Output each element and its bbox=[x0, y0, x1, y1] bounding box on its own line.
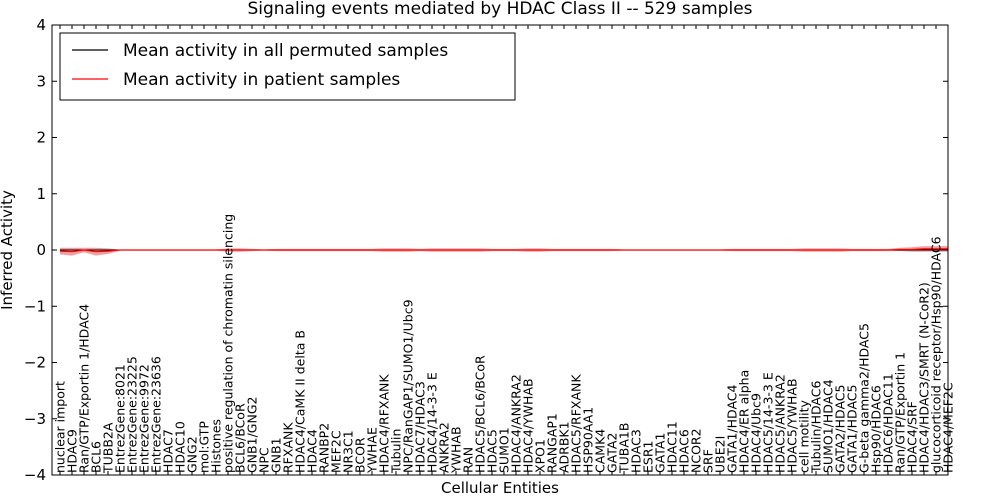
x-tick-label: SUMO1/HDAC4 bbox=[821, 379, 836, 473]
x-tick-label: HDAC11 bbox=[665, 421, 680, 473]
x-tick-label: G-beta gamma2/HDAC5 bbox=[857, 323, 872, 473]
x-tick-label: HDAC3 bbox=[629, 429, 644, 473]
x-tick-label: HDAC5/BCL6/BCoR bbox=[473, 355, 488, 473]
x-tick-label: TUBA1B bbox=[617, 423, 632, 474]
x-axis-label: Cellular Entities bbox=[441, 479, 559, 497]
y-tick-label: 2 bbox=[36, 129, 46, 147]
x-tick-label: NPC bbox=[257, 447, 272, 473]
patient-spread-band bbox=[60, 246, 948, 256]
chart-title: Signaling events mediated by HDAC Class … bbox=[247, 0, 752, 19]
y-tick-label: −1 bbox=[24, 297, 46, 315]
legend-entry: Mean activity in patient samples bbox=[123, 70, 400, 90]
x-tick-label: HDAC4 bbox=[305, 429, 320, 473]
legend-box bbox=[59, 32, 516, 101]
x-tick-label: positive regulation of chromatin silenci… bbox=[221, 214, 236, 473]
x-tick-label: HDAC7/HDAC3 bbox=[413, 381, 428, 473]
x-tick-label: NPC/RanGAP1/SUMO1/Ubc9 bbox=[401, 299, 416, 473]
x-tick-label: YWHAE bbox=[365, 427, 380, 474]
x-tick-label: Tubulin bbox=[389, 429, 404, 474]
x-tick-label: RANGAP1 bbox=[545, 413, 560, 473]
x-tick-label: Ran/GTP/Exportin 1/HDAC4 bbox=[77, 304, 92, 473]
x-tick-label: HDAC4/MEF2C bbox=[941, 382, 956, 473]
x-tick-label: MEF2C bbox=[329, 430, 344, 473]
x-tick-label: CAMK4 bbox=[593, 429, 608, 473]
x-tick-label: mol:GTP bbox=[197, 421, 212, 473]
x-tick-label: HDAC5/YWHAB bbox=[785, 378, 800, 473]
x-tick-label: Histones bbox=[209, 419, 224, 473]
x-tick-label: BCL6 bbox=[89, 441, 104, 473]
x-tick-label: NR3C1 bbox=[341, 430, 356, 473]
x-tick-label: GATA1 bbox=[653, 433, 668, 473]
x-tick-label: GATA1/HDAC4 bbox=[725, 384, 740, 473]
x-tick-label: Tubulin/HDAC6 bbox=[809, 381, 824, 474]
x-tick-label: RFXANK bbox=[281, 422, 296, 473]
x-tick-label: SRF bbox=[701, 449, 716, 473]
x-tick-label: EntrezGene:9972 bbox=[137, 364, 152, 473]
y-tick-label: −4 bbox=[24, 466, 46, 484]
x-tick-label: GATA2 bbox=[605, 433, 620, 473]
x-tick-label: BCOR bbox=[353, 437, 368, 473]
x-tick-label: GNB1 bbox=[269, 437, 284, 473]
legend-entry: Mean activity in all permuted samples bbox=[123, 41, 448, 61]
y-tick-label: 0 bbox=[36, 241, 46, 259]
patient-mean-line bbox=[59, 248, 948, 253]
y-tick-label: 4 bbox=[36, 16, 46, 34]
x-tick-label: SUMO1 bbox=[497, 427, 512, 473]
x-tick-label: YWHAB bbox=[449, 426, 464, 474]
x-tick-label: HDAC5/ANKRA2 bbox=[773, 374, 788, 473]
x-tick-label: HDAC4/ER alpha bbox=[737, 370, 752, 473]
x-tick-label: EntrezGene:8021 bbox=[113, 364, 128, 473]
x-tick-label: HDAC4/CaMK II delta B bbox=[293, 330, 308, 473]
x-tick-label: HDAC4/RFXANK bbox=[377, 374, 392, 473]
x-tick-label: XPO1 bbox=[533, 439, 548, 473]
x-tick-label: HDAC6 bbox=[677, 429, 692, 473]
x-tick-label: ADRBK1 bbox=[557, 421, 572, 473]
x-tick-label: HDAC5/14-3-3 E bbox=[761, 372, 776, 473]
x-tick-label: nuclear import bbox=[53, 381, 68, 473]
y-axis-label: Inferred Activity bbox=[0, 190, 16, 310]
x-tick-label: HDAC4/HDAC3/SMRT (N-CoR2) bbox=[917, 282, 932, 473]
x-tick-label: GNG2 bbox=[185, 436, 200, 473]
y-tick-label: 1 bbox=[36, 185, 46, 203]
x-tick-label: HDAC4/Ubc9 bbox=[749, 393, 764, 473]
x-tick-label: EntrezGene:23225 bbox=[125, 356, 140, 473]
x-tick-label: NCOR2 bbox=[689, 428, 704, 473]
x-tick-label: HDAC5 bbox=[485, 429, 500, 473]
x-tick-label: HDAC4/YWHAB bbox=[521, 378, 536, 473]
x-tick-label: Ran/GTP/Exportin 1 bbox=[893, 352, 908, 473]
x-tick-label: HDAC4/ANKRA2 bbox=[509, 374, 524, 473]
x-tick-label: RAN bbox=[461, 447, 476, 473]
x-tick-label: HDAC7 bbox=[161, 429, 176, 473]
x-tick-label: HSP90AA1 bbox=[581, 407, 596, 473]
x-tick-label: glucocorticoid receptor/Hsp90/HDAC6 bbox=[929, 236, 944, 473]
x-tick-label: HDAC9 bbox=[65, 429, 80, 473]
x-tick-label: ESR1 bbox=[641, 441, 656, 473]
x-tick-label: HDAC10 bbox=[173, 421, 188, 473]
x-tick-label: cell motility bbox=[797, 399, 812, 473]
x-tick-label: Hsp90/HDAC6 bbox=[869, 385, 884, 473]
x-tick-label: HDAC5/RFXANK bbox=[569, 374, 584, 473]
x-tick-label: UBE2I bbox=[713, 436, 728, 473]
x-tick-label: RANBP2 bbox=[317, 423, 332, 473]
x-tick-label: GATA2/HDAC5 bbox=[833, 385, 848, 473]
x-tick-label: BCL6/BCoR bbox=[233, 403, 248, 473]
x-tick-label: HDAC6/HDAC11 bbox=[881, 373, 896, 473]
x-tick-label: HDAC4/14-3-3 E bbox=[425, 372, 440, 473]
x-tick-label: ANKRA2 bbox=[437, 422, 452, 473]
x-tick-label: GNB1/GNG2 bbox=[245, 397, 260, 473]
x-tick-label: HDAC4/SRF bbox=[905, 401, 920, 473]
y-tick-label: −3 bbox=[24, 410, 46, 428]
y-tick-label: −2 bbox=[24, 354, 46, 372]
x-tick-label: TUBB2A bbox=[101, 422, 116, 474]
x-tick-label: GATA1/HDAC5 bbox=[845, 385, 860, 473]
x-tick-label: EntrezGene:23636 bbox=[149, 356, 164, 473]
y-tick-label: 3 bbox=[36, 72, 46, 90]
